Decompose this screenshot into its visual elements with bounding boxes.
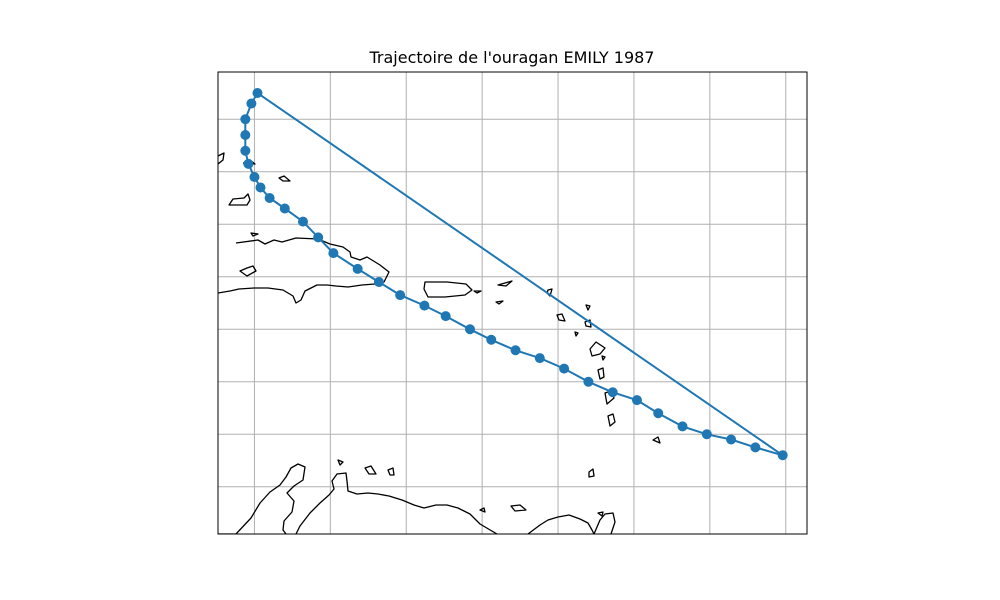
map-frame [217, 71, 808, 535]
coastline [607, 413, 616, 427]
track-point [631, 395, 642, 406]
track-point [395, 290, 406, 301]
track-point [249, 172, 260, 182]
track-point [313, 232, 324, 243]
track-point [583, 376, 594, 387]
track-point [352, 263, 363, 274]
coastline [510, 504, 527, 512]
coastline [585, 304, 591, 311]
track-point [264, 193, 275, 203]
track-point [328, 248, 339, 259]
map-title: Trajectoire de l'ouragan EMILY 1987 [369, 48, 655, 67]
coastline [495, 300, 504, 305]
coastline [278, 175, 291, 182]
track-point [440, 311, 451, 322]
track-point [510, 345, 521, 356]
track-point [777, 450, 788, 461]
coastline [364, 465, 377, 475]
track-point [607, 387, 618, 398]
coastline [295, 472, 498, 534]
track-point [419, 300, 430, 311]
coastline [337, 459, 344, 466]
track-point [750, 442, 761, 453]
track-point [255, 182, 266, 193]
coastline [423, 281, 473, 298]
track-point [246, 98, 257, 109]
track-point [373, 277, 384, 287]
track-point [243, 158, 254, 169]
track-point [279, 203, 290, 214]
track-point [534, 353, 545, 364]
track-line [244, 91, 784, 457]
track-point [677, 421, 688, 432]
coastline [218, 463, 306, 534]
coastline [497, 280, 513, 287]
track-point [464, 324, 475, 335]
track-point [240, 145, 251, 156]
coastline [473, 290, 482, 294]
coastline [597, 367, 605, 380]
graticule [218, 72, 807, 534]
coastline [479, 507, 486, 513]
coastline [228, 193, 251, 206]
track-point [252, 88, 263, 98]
coastline [588, 468, 595, 478]
coastline [218, 152, 225, 165]
coastline [652, 436, 661, 444]
coastline [589, 341, 606, 357]
coastline [556, 313, 566, 322]
coastline [218, 237, 390, 304]
coastline [239, 265, 257, 277]
track-point [240, 114, 251, 125]
track-point [298, 216, 309, 227]
coastline [601, 355, 606, 361]
coastline [527, 514, 595, 534]
coastline [597, 511, 604, 517]
coastline [387, 467, 395, 476]
coastline [593, 512, 616, 534]
coastline [574, 331, 579, 337]
track-point [240, 130, 251, 140]
hurricane-track [240, 88, 788, 461]
coastline [250, 232, 259, 237]
track-point [559, 363, 570, 374]
track-point [653, 408, 664, 419]
track-point [486, 334, 497, 345]
track-point [726, 434, 737, 445]
track-point [701, 429, 712, 440]
